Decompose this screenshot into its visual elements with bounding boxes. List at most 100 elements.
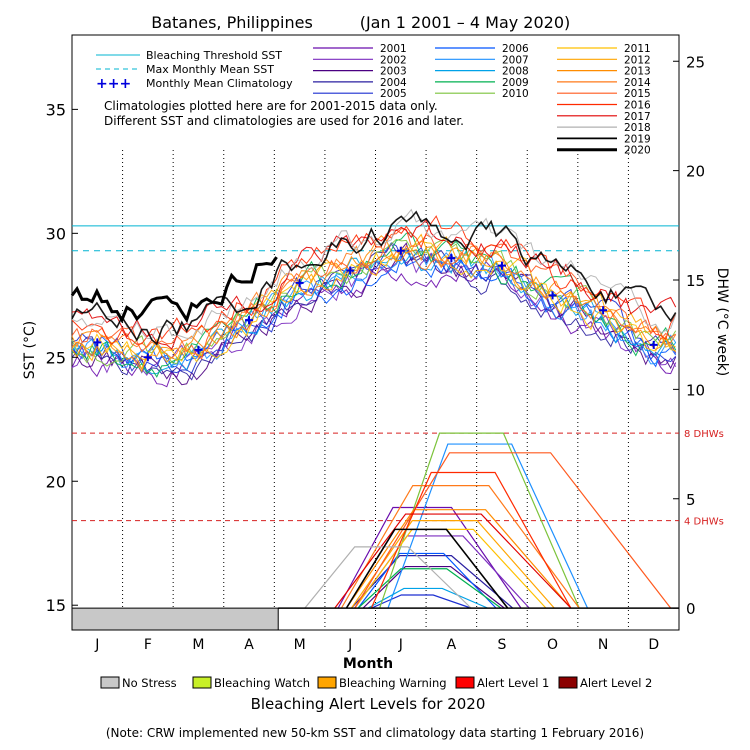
- alert-level-legend: No Stress Bleaching Watch Bleaching Warnin…: [100, 676, 652, 690]
- alert-legend-swatch: [455, 676, 475, 689]
- year-legend-label: 2008: [502, 66, 529, 78]
- year-legend-label: 2004: [380, 77, 407, 89]
- climatology-marker: [599, 306, 608, 315]
- climatology-marker: [396, 246, 405, 255]
- month-label: A: [244, 637, 254, 653]
- month-label: S: [498, 637, 507, 653]
- year-legend-label: 2017: [624, 111, 651, 123]
- legend-mmm-label: Max Monthly Mean SST: [146, 63, 274, 76]
- climatology-marker: [497, 261, 506, 270]
- y-right-tick-label: 0: [686, 600, 696, 618]
- climatology-marker: [447, 254, 456, 263]
- sst-line-2013: [71, 235, 677, 373]
- dhw-line-2017: [334, 513, 572, 609]
- sst-line-2004: [71, 243, 677, 381]
- alert-legend-label: Alert Level 1: [477, 676, 549, 690]
- month-label: A: [447, 637, 457, 653]
- sst-series: [70, 208, 677, 388]
- month-label: J: [347, 637, 352, 653]
- month-label: M: [192, 637, 204, 653]
- dhw-threshold-label: 4 DHWs: [684, 517, 724, 528]
- sst-line-2014: [71, 244, 677, 359]
- month-label: J: [94, 637, 99, 653]
- sst-line-2011: [71, 240, 676, 370]
- chart-title: Batanes, Philippines: [151, 13, 313, 32]
- climatology-marker: [548, 291, 557, 300]
- note-line-1: Climatologies plotted here are for 2001-…: [104, 99, 438, 113]
- dhw-line-2001: [337, 506, 522, 609]
- dhw-line-2008: [367, 587, 488, 609]
- dhw-series: [278, 432, 679, 609]
- alert-legend-label: Bleaching Watch: [214, 676, 310, 690]
- reference-legend: Bleaching Threshold SST Max Monthly Mean…: [96, 49, 464, 128]
- legend-climatology-label: Monthly Mean Climatology: [146, 77, 293, 90]
- y-left-tick-label: 35: [46, 100, 66, 119]
- year-legend-label: 2006: [502, 43, 529, 55]
- year-legend-label: 2003: [380, 66, 407, 78]
- climatology-marker: [93, 338, 102, 347]
- y-right-tick-label: 5: [686, 491, 696, 509]
- dhw-line-2016: [370, 471, 572, 609]
- year-legend-label: 2016: [624, 100, 651, 112]
- sst-line-2001: [71, 260, 677, 388]
- dhw-line-2005: [371, 594, 472, 609]
- dhw-line-2004: [350, 555, 514, 609]
- dhw-line-2015: [354, 452, 672, 609]
- year-legend-label: 2002: [380, 54, 407, 66]
- year-legend-label: 2010: [502, 88, 529, 100]
- y-right-tick-label: 25: [686, 53, 705, 71]
- year-legend-label: 2007: [502, 54, 529, 66]
- footnote: (Note: CRW implemented new 50-km SST and…: [106, 726, 644, 740]
- y-left-tick-label: 25: [46, 348, 66, 367]
- sst-line-2005: [71, 242, 677, 374]
- climatology-marker: [143, 353, 152, 362]
- climatology-marker: [245, 316, 254, 325]
- note-line-2: Different SST and climatologies are used…: [104, 114, 464, 128]
- dhw-line-2007: [387, 443, 589, 609]
- month-label: F: [144, 637, 152, 653]
- dhw-line-2019: [345, 528, 509, 609]
- legend-climatology-symbol: +++: [96, 76, 131, 92]
- month-label: J: [398, 637, 403, 653]
- sst-line-2020: [70, 256, 278, 324]
- year-legend-label: 2009: [502, 77, 529, 89]
- sst-line-2008: [71, 249, 677, 375]
- y-right-tick-label: 20: [686, 163, 705, 181]
- year-legend-label: 2013: [624, 66, 651, 78]
- year-legend-label: 2020: [624, 145, 651, 157]
- y-axis-left-title: SST (°C): [22, 321, 38, 379]
- dhw-line-2013: [345, 509, 572, 609]
- month-label: M: [294, 637, 306, 653]
- reference-lines: 4 DHWs 8 DHWs: [72, 225, 724, 528]
- climatology-marker: [194, 345, 203, 354]
- alert-legend-label: Alert Level 2: [580, 676, 652, 690]
- y-left-tick-label: 20: [46, 472, 66, 491]
- month-label: O: [547, 637, 558, 653]
- year-legend-label: 2001: [380, 43, 407, 55]
- year-legend-label: 2019: [624, 133, 651, 145]
- alert-legend-swatch: [317, 676, 337, 689]
- year-legend-label: 2005: [380, 88, 407, 100]
- year-legend-label: 2015: [624, 88, 651, 100]
- alert-legend-label: No Stress: [122, 676, 177, 690]
- year-legend-label: 2012: [624, 54, 651, 66]
- month-label: D: [648, 637, 659, 653]
- alert-legend-title: Bleaching Alert Levels for 2020: [251, 695, 486, 713]
- sst-line-2019: [71, 210, 677, 346]
- year-legend-label: 2018: [624, 122, 651, 134]
- axes: 15 20 25 30 35 0 5 10 15 20 25 J F M A M J J A S O N D: [46, 53, 705, 653]
- sst-line-2015: [71, 228, 676, 360]
- alert-legend-label: Bleaching Warning: [339, 676, 447, 690]
- y-right-tick-label: 15: [686, 272, 705, 290]
- climatology-markers: [93, 246, 658, 362]
- sst-line-2018: [71, 208, 677, 340]
- year-legend-label: 2011: [624, 43, 651, 55]
- year-legend-label: 2014: [624, 77, 651, 89]
- dhw-threshold-label: 8 DHWs: [684, 429, 724, 440]
- y-left-tick-label: 30: [46, 224, 66, 243]
- legend-threshold-label: Bleaching Threshold SST: [146, 49, 282, 62]
- alert-legend-swatch: [100, 676, 120, 689]
- alert-legend-swatch: [558, 676, 578, 689]
- dhw-line-2018: [304, 546, 472, 609]
